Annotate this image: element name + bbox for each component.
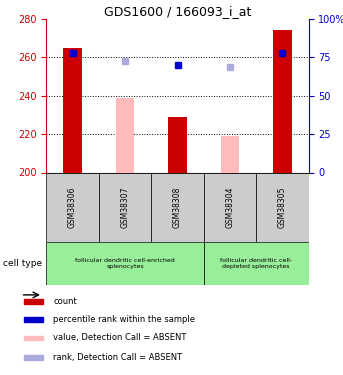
Text: count: count xyxy=(53,297,77,306)
Text: GSM38304: GSM38304 xyxy=(225,186,235,228)
Bar xyxy=(24,356,43,360)
Bar xyxy=(24,336,43,340)
Text: GSM38306: GSM38306 xyxy=(68,186,77,228)
Bar xyxy=(99,172,151,242)
Bar xyxy=(256,172,309,242)
Text: follicular dendritic cell-enriched
splenocytes: follicular dendritic cell-enriched splen… xyxy=(75,258,175,269)
Bar xyxy=(24,299,43,304)
Bar xyxy=(168,117,187,172)
Bar xyxy=(151,172,204,242)
Text: GSM38307: GSM38307 xyxy=(120,186,130,228)
Bar xyxy=(204,172,256,242)
Text: value, Detection Call = ABSENT: value, Detection Call = ABSENT xyxy=(53,333,187,342)
Bar xyxy=(221,136,239,172)
Bar xyxy=(204,242,309,285)
Text: cell type: cell type xyxy=(3,259,43,268)
Bar xyxy=(273,30,292,172)
Text: rank, Detection Call = ABSENT: rank, Detection Call = ABSENT xyxy=(53,353,182,362)
Bar xyxy=(63,48,82,172)
Title: GDS1600 / 166093_i_at: GDS1600 / 166093_i_at xyxy=(104,4,251,18)
Text: percentile rank within the sample: percentile rank within the sample xyxy=(53,315,195,324)
Text: GSM38305: GSM38305 xyxy=(278,186,287,228)
Text: follicular dendritic cell-
depleted splenocytes: follicular dendritic cell- depleted sple… xyxy=(220,258,292,269)
Bar xyxy=(46,242,204,285)
Bar xyxy=(24,317,43,322)
Text: GSM38308: GSM38308 xyxy=(173,186,182,228)
Bar xyxy=(116,98,134,172)
Bar xyxy=(46,172,99,242)
